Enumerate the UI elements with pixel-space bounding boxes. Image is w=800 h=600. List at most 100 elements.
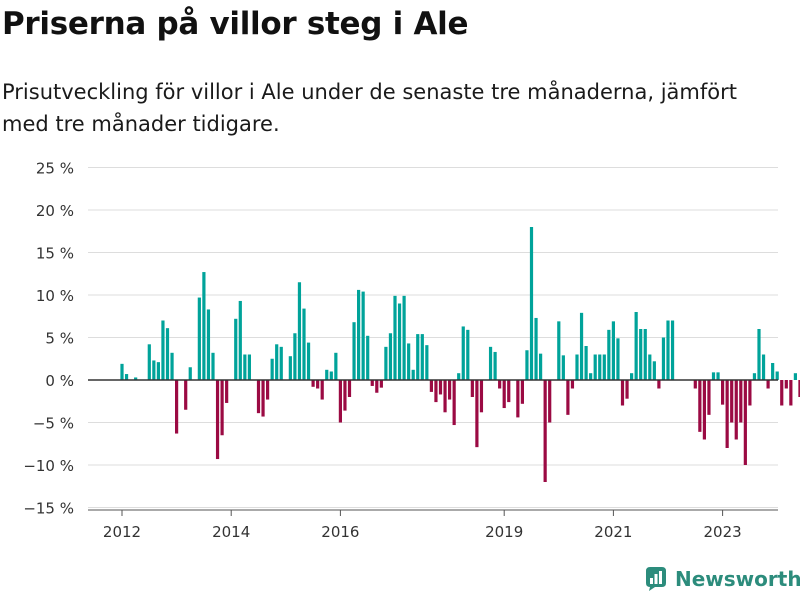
bar bbox=[593, 354, 597, 380]
bar bbox=[584, 346, 588, 380]
bar bbox=[775, 371, 779, 380]
bar bbox=[234, 318, 238, 380]
bar bbox=[598, 354, 602, 380]
bar bbox=[707, 380, 711, 415]
bar bbox=[288, 356, 292, 380]
bar bbox=[625, 380, 629, 399]
bar bbox=[197, 297, 201, 380]
bar bbox=[488, 346, 493, 380]
bar bbox=[470, 380, 474, 397]
bar bbox=[479, 380, 484, 413]
bar bbox=[347, 380, 352, 397]
bar bbox=[202, 272, 206, 380]
bar bbox=[420, 334, 424, 380]
bar bbox=[256, 380, 261, 414]
bar bbox=[607, 329, 611, 380]
bar bbox=[634, 312, 638, 380]
bar bbox=[343, 380, 347, 411]
bar bbox=[302, 308, 306, 380]
bar bbox=[721, 380, 725, 405]
bar bbox=[780, 380, 784, 406]
bar bbox=[784, 380, 788, 389]
bar bbox=[325, 369, 329, 380]
bar bbox=[388, 333, 393, 380]
newsworthy-logo-icon bbox=[646, 567, 666, 591]
bar bbox=[666, 320, 670, 380]
bar bbox=[293, 333, 297, 380]
y-tick-label: 25 % bbox=[36, 160, 74, 178]
bar bbox=[170, 352, 174, 380]
bar bbox=[516, 380, 520, 418]
bar bbox=[225, 380, 229, 403]
bar bbox=[147, 344, 151, 380]
bar bbox=[575, 354, 579, 380]
bar bbox=[461, 326, 465, 380]
bar bbox=[320, 380, 324, 400]
bar bbox=[630, 373, 634, 380]
bar bbox=[757, 329, 761, 380]
bar bbox=[370, 380, 374, 386]
bar bbox=[152, 360, 156, 380]
bar bbox=[693, 380, 697, 389]
x-tick-label: 2023 bbox=[704, 523, 742, 541]
bar bbox=[452, 380, 456, 426]
bar bbox=[397, 303, 402, 380]
bar bbox=[120, 363, 124, 380]
bar bbox=[416, 334, 420, 380]
bar bbox=[771, 363, 775, 380]
bar bbox=[243, 354, 247, 380]
bar bbox=[648, 354, 652, 380]
bar bbox=[525, 350, 529, 380]
bars bbox=[120, 227, 800, 482]
bar bbox=[766, 380, 770, 389]
x-tick-label: 2014 bbox=[212, 523, 250, 541]
bar bbox=[361, 291, 365, 380]
bar bbox=[448, 380, 452, 400]
bar bbox=[188, 367, 192, 380]
bar bbox=[211, 352, 215, 380]
bar bbox=[798, 380, 800, 397]
bar bbox=[247, 354, 251, 380]
x-tick-label: 2016 bbox=[321, 523, 359, 541]
y-tick-label: −5 % bbox=[33, 415, 74, 433]
bar bbox=[534, 317, 538, 380]
bar bbox=[270, 358, 274, 380]
bar bbox=[220, 380, 224, 436]
bar bbox=[279, 346, 283, 380]
bar bbox=[393, 295, 397, 380]
bar bbox=[657, 380, 661, 389]
x-tick-label: 2019 bbox=[485, 523, 523, 541]
bar bbox=[561, 355, 565, 380]
bar bbox=[124, 374, 129, 380]
bar bbox=[175, 380, 179, 434]
bar bbox=[502, 380, 506, 409]
bar bbox=[215, 380, 220, 460]
bar bbox=[161, 320, 165, 380]
chart-subtitle: Prisutveckling för villor i Ale under de… bbox=[2, 80, 737, 136]
bar bbox=[539, 353, 543, 380]
newsworthy-logo: Newsworthy bbox=[644, 566, 800, 592]
bar bbox=[752, 373, 757, 380]
bar bbox=[652, 361, 656, 380]
bar bbox=[438, 380, 443, 395]
bar bbox=[443, 380, 447, 413]
bar bbox=[548, 380, 552, 423]
bar bbox=[520, 380, 524, 404]
bar bbox=[134, 377, 138, 380]
bar bbox=[579, 312, 584, 380]
bar bbox=[311, 380, 315, 387]
bar bbox=[165, 328, 170, 380]
bar bbox=[357, 289, 361, 380]
bar bbox=[620, 380, 625, 406]
bar bbox=[589, 373, 593, 380]
bar bbox=[402, 295, 406, 380]
x-axis: 2012201420162019202120232025 bbox=[88, 379, 778, 541]
y-tick-label: 0 % bbox=[45, 372, 74, 390]
gridlines bbox=[88, 167, 778, 508]
x-tick-label: 2012 bbox=[103, 523, 141, 541]
bar bbox=[206, 309, 211, 380]
bar bbox=[661, 337, 666, 380]
bar bbox=[789, 380, 793, 406]
bar bbox=[316, 380, 320, 389]
